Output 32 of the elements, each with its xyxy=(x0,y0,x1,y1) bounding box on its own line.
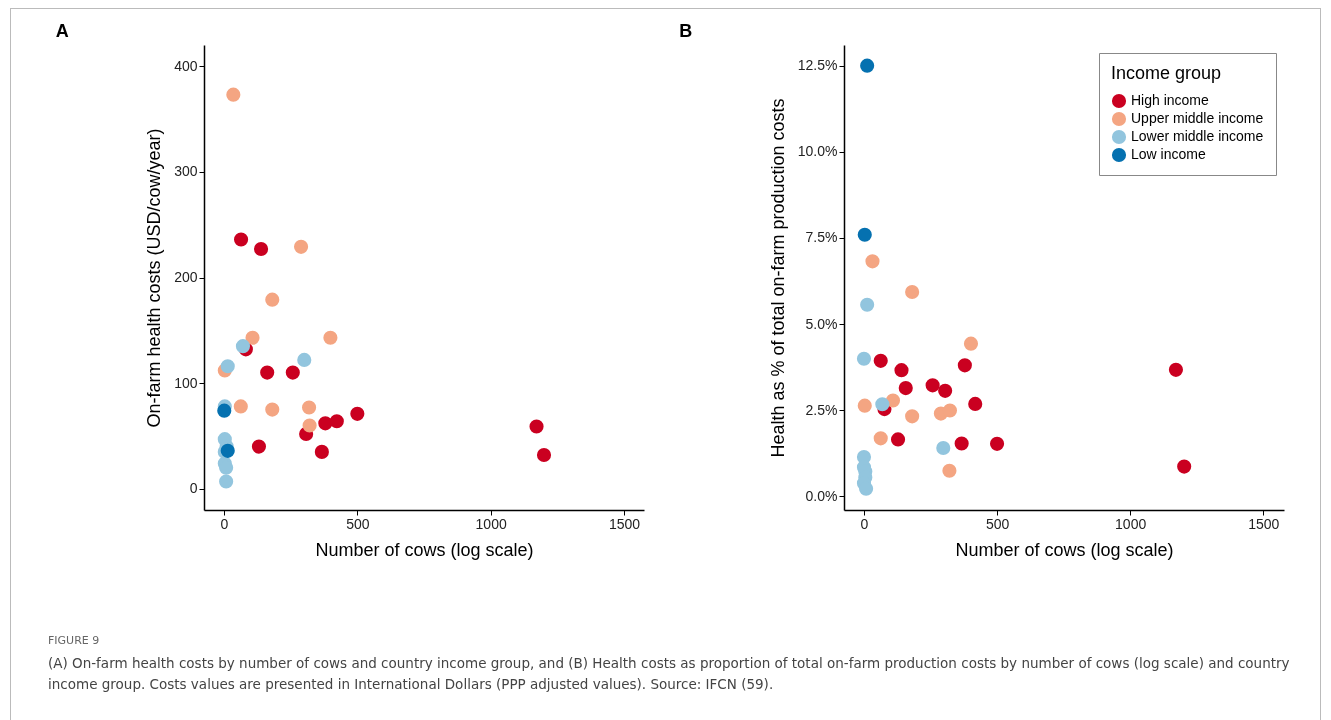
legend-label: High income xyxy=(1131,92,1210,108)
text: (A) On-farm health costs by number of cows and country income group, and (B) Health costs as proportion of total on-farm production costs by number of cows (log scale) and country income group. Costs values are presented in International Dollars (PPP adjusted values). Source: IFCN (59). xyxy=(48,654,1291,694)
x-tick-label: 1500 xyxy=(1248,515,1280,532)
x-tick-label: 500 xyxy=(985,515,1010,532)
chart-title: A xyxy=(55,21,69,41)
x-axis-title: Number of cows (log scale) xyxy=(315,539,534,560)
y-tick-label: 10.0% xyxy=(797,143,838,160)
y-tick-label: 300 xyxy=(174,163,198,180)
x-tick-label: 1500 xyxy=(608,515,641,532)
y-tick-label: 5.0% xyxy=(805,315,838,332)
caption: FIGURE 9 xyxy=(48,633,101,649)
x-tick-label: 0 xyxy=(860,515,869,532)
y-tick-label: 7.5% xyxy=(805,229,838,246)
y-tick-label: 12.5% xyxy=(797,57,838,74)
y-tick-label: 100 xyxy=(174,374,198,391)
y-axis-title: Health as % of total on-farm production costs xyxy=(767,98,788,458)
x-tick-label: 1000 xyxy=(475,515,507,532)
text: B xyxy=(679,21,693,41)
x-tick-label: 500 xyxy=(346,515,370,532)
y-tick-label: 400 xyxy=(174,57,198,74)
y-tick-label: 0.0% xyxy=(805,487,838,504)
y-tick-label: 200 xyxy=(174,269,198,285)
y-tick-label: 0 xyxy=(189,480,198,497)
legend-label: Low income xyxy=(1131,146,1206,162)
x-tick-label: 0 xyxy=(220,515,229,532)
legend-label: Upper middle income xyxy=(1131,110,1264,126)
x-tick-label: 1000 xyxy=(1115,515,1147,532)
x-axis-title: Number of cows (log scale) xyxy=(955,539,1174,560)
legend-label: Lower middle income xyxy=(1131,128,1264,144)
legend-title: Income group xyxy=(1111,63,1222,83)
y-axis-title: On-farm health costs (USD/cow/year) xyxy=(144,128,165,428)
y-tick-label: 2.5% xyxy=(805,401,838,418)
